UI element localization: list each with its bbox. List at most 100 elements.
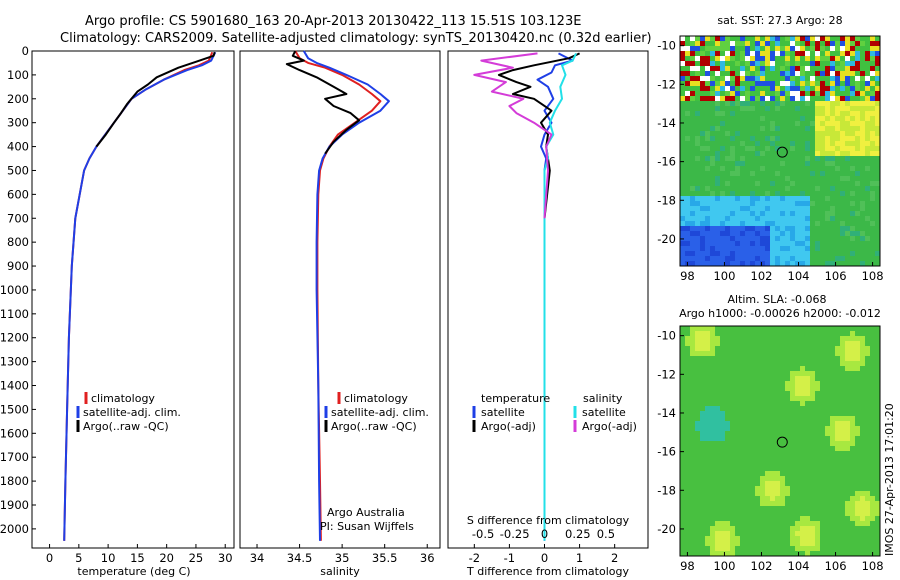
heatmap-cell [840, 541, 846, 547]
heatmap-cell [770, 191, 776, 197]
heatmap-cell [760, 61, 766, 67]
heatmap-cell [730, 156, 736, 162]
heatmap-cell [720, 226, 726, 232]
heatmap-cell [750, 461, 756, 467]
heatmap-cell [815, 391, 821, 397]
heatmap-cell [835, 416, 841, 422]
heatmap-cell [840, 106, 846, 112]
heatmap-cell [835, 486, 841, 492]
heatmap-cell [820, 436, 826, 442]
heatmap-cell [800, 206, 806, 212]
heatmap-cell [825, 111, 831, 117]
heatmap-cell [685, 86, 691, 92]
heatmap-cell [690, 456, 696, 462]
heatmap-cell [720, 491, 726, 497]
heatmap-cell [755, 151, 761, 157]
heatmap-cell [855, 351, 861, 357]
heatmap-cell [775, 71, 781, 77]
heatmap-cell [685, 416, 691, 422]
heatmap-cell [680, 471, 686, 477]
heatmap-cell [730, 61, 736, 67]
heatmap-cell [775, 376, 781, 382]
heatmap-cell [755, 181, 761, 187]
heatmap-cell [710, 131, 716, 137]
heatmap-cell [680, 41, 686, 47]
heatmap-cell [680, 171, 686, 177]
heatmap-cell [700, 486, 706, 492]
heatmap-cell [735, 111, 741, 117]
heatmap-cell [795, 256, 801, 262]
heatmap-cell [770, 516, 776, 522]
heatmap-cell [795, 541, 801, 547]
heatmap-cell [745, 396, 751, 402]
heatmap-cell [720, 331, 726, 337]
heatmap-cell [775, 511, 781, 517]
legend-label-s-satellite: satellite [582, 406, 626, 419]
heatmap-cell [780, 511, 786, 517]
heatmap-cell [780, 446, 786, 452]
heatmap-cell [845, 526, 851, 532]
heatmap-cell [800, 156, 806, 162]
heatmap-cell [735, 126, 741, 132]
heatmap-cell [835, 371, 841, 377]
heatmap-cell [765, 116, 771, 122]
heatmap-cell [865, 196, 871, 202]
heatmap-cell [870, 251, 876, 257]
heatmap-cell [780, 191, 786, 197]
heatmap-cell [780, 181, 786, 187]
heatmap-cell [845, 91, 851, 97]
heatmap-cell [725, 201, 731, 207]
heatmap-cell [810, 531, 816, 537]
heatmap-cell [865, 386, 871, 392]
heatmap-cell [790, 456, 796, 462]
heatmap-cell [805, 426, 811, 432]
sst-map-panel: sat. SST: 27.3 Argo: 28 98 100 102 104 106 10… [657, 14, 883, 283]
heatmap-cell [690, 251, 696, 257]
heatmap-cell [770, 241, 776, 247]
heatmap-cell [870, 351, 876, 357]
heatmap-cell [735, 96, 741, 102]
heatmap-cell [720, 521, 726, 527]
heatmap-cell [840, 141, 846, 147]
heatmap-cell [750, 241, 756, 247]
heatmap-cell [800, 251, 806, 257]
heatmap-cell [830, 71, 836, 77]
heatmap-cell [685, 436, 691, 442]
heatmap-cell [795, 141, 801, 147]
heatmap-cell [720, 181, 726, 187]
heatmap-cell [815, 456, 821, 462]
heatmap-cell [805, 421, 811, 427]
heatmap-cell [800, 131, 806, 137]
heatmap-cell [785, 541, 791, 547]
heatmap-cell [745, 371, 751, 377]
heatmap-cell [755, 341, 761, 347]
heatmap-cell [730, 86, 736, 92]
heatmap-cell [795, 451, 801, 457]
heatmap-cell [780, 136, 786, 142]
heatmap-cell [845, 66, 851, 72]
heatmap-cell [815, 356, 821, 362]
heatmap-cell [860, 516, 866, 522]
heatmap-cell [730, 526, 736, 532]
heatmap-cell [835, 461, 841, 467]
heatmap-cell [745, 161, 751, 167]
heatmap-cell [750, 161, 756, 167]
heatmap-cell [780, 466, 786, 472]
heatmap-cell [775, 486, 781, 492]
difference-panel: -2 -1 0 1 2-0.5 -0.25 0 0.25 0.5 temperature sat… [447, 50, 649, 578]
heatmap-cell [840, 521, 846, 527]
heatmap-cell [845, 461, 851, 467]
heatmap-cell [820, 76, 826, 82]
heatmap-cell [745, 121, 751, 127]
heatmap-cell [825, 51, 831, 57]
heatmap-cell [775, 226, 781, 232]
heatmap-cell [750, 176, 756, 182]
heatmap-cell [870, 366, 876, 372]
heatmap-cell [700, 46, 706, 52]
heatmap-cell [870, 471, 876, 477]
heatmap-cell [825, 181, 831, 187]
heatmap-cell [850, 436, 856, 442]
heatmap-cell [780, 436, 786, 442]
heatmap-cell [730, 496, 736, 502]
heatmap-cell [795, 361, 801, 367]
